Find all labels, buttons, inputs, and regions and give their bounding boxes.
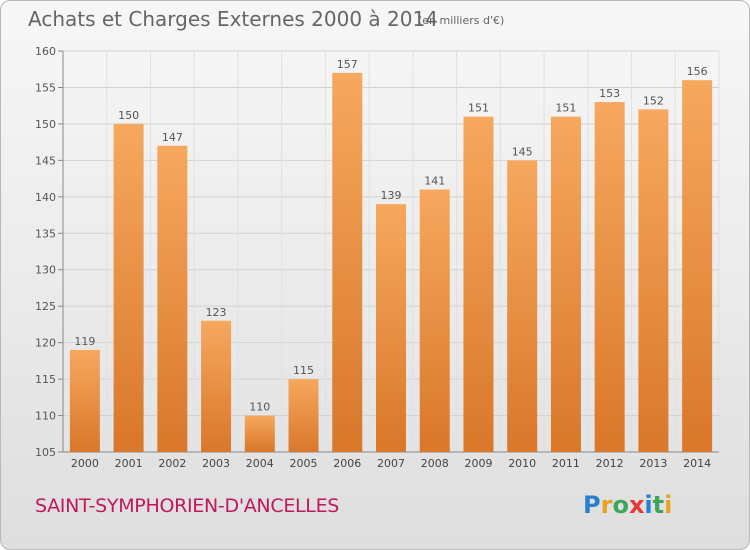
x-tick-label: 2010 <box>508 457 536 470</box>
bar <box>594 102 625 452</box>
town-name: SAINT-SYMPHORIEN-D'ANCELLES <box>35 495 340 517</box>
y-tick-label: 150 <box>35 118 56 131</box>
x-tick-label: 2013 <box>639 457 667 470</box>
data-label: 156 <box>687 65 708 78</box>
bar <box>419 189 450 452</box>
bar <box>638 109 669 452</box>
data-label: 139 <box>381 189 402 202</box>
data-label: 153 <box>599 87 620 100</box>
data-label: 147 <box>162 131 183 144</box>
data-label: 119 <box>74 335 95 348</box>
x-tick-label: 2001 <box>115 457 143 470</box>
y-tick-label: 155 <box>35 81 56 94</box>
data-label: 157 <box>337 58 358 71</box>
chart-subtitle: (en milliers d'€) <box>418 14 505 27</box>
bar <box>550 116 581 453</box>
y-tick-label: 110 <box>35 410 56 423</box>
x-tick-label: 2002 <box>158 457 186 470</box>
bar <box>288 379 319 452</box>
bar <box>113 123 144 452</box>
data-label: 141 <box>424 175 445 188</box>
x-tick-label: 2005 <box>290 457 318 470</box>
data-label: 145 <box>512 145 533 158</box>
y-tick-label: 140 <box>35 191 56 204</box>
data-label: 150 <box>118 109 139 122</box>
logo-letter: i <box>664 491 673 519</box>
bar <box>157 145 188 453</box>
y-tick-label: 135 <box>35 227 56 240</box>
y-tick-label: 120 <box>35 337 56 350</box>
data-label: 123 <box>206 306 227 319</box>
logo-letter: i <box>644 491 653 519</box>
x-tick-label: 2000 <box>71 457 99 470</box>
x-tick-label: 2012 <box>596 457 624 470</box>
data-label: 151 <box>468 102 489 115</box>
logo-letter: o <box>612 491 629 519</box>
y-tick-label: 160 <box>35 45 56 58</box>
data-label: 152 <box>643 94 664 107</box>
logo-letter: t <box>652 491 665 519</box>
data-label: 115 <box>293 364 314 377</box>
bar <box>682 80 713 452</box>
bar <box>332 72 363 452</box>
logo-letter: P <box>583 491 601 519</box>
data-label: 110 <box>249 401 270 414</box>
bar <box>201 320 232 452</box>
x-tick-label: 2006 <box>333 457 361 470</box>
bar <box>69 349 100 452</box>
x-tick-label: 2009 <box>464 457 492 470</box>
x-tick-label: 2011 <box>552 457 580 470</box>
bar <box>244 415 275 452</box>
x-tick-label: 2004 <box>246 457 274 470</box>
logo-letter: r <box>600 491 613 519</box>
y-tick-label: 115 <box>35 373 56 386</box>
bar <box>376 204 406 452</box>
data-label: 151 <box>555 102 576 115</box>
y-tick-label: 145 <box>35 154 56 167</box>
proxiti-logo[interactable]: Proxiti <box>583 491 672 519</box>
bar <box>507 160 538 452</box>
x-tick-label: 2003 <box>202 457 230 470</box>
bar <box>463 116 494 453</box>
logo-letter: x <box>628 491 645 519</box>
y-tick-label: 125 <box>35 300 56 313</box>
chart-title: Achats et Charges Externes 2000 à 2014 <box>28 7 438 31</box>
x-tick-label: 2014 <box>683 457 711 470</box>
y-tick-label: 130 <box>35 264 56 277</box>
x-tick-label: 2007 <box>377 457 405 470</box>
y-tick-label: 105 <box>35 446 56 459</box>
x-tick-label: 2008 <box>421 457 449 470</box>
